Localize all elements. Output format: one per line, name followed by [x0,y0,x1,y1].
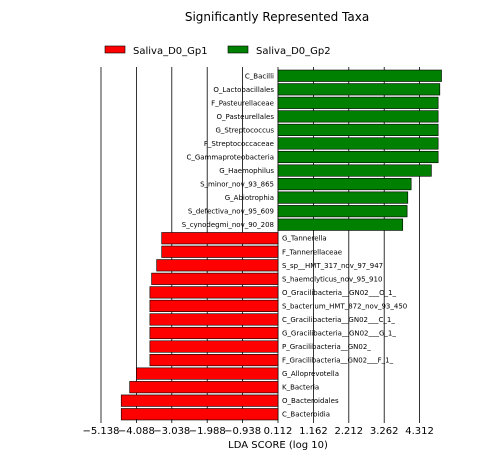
bar-label: F_Gracilibacteria__GN02___F_1_ [282,357,394,365]
bar [149,354,279,367]
legend-swatch [227,45,249,54]
bar-label: F_Streptococcaceae [204,140,274,148]
bar [277,178,412,191]
bar-label: S_minor_nov_93_865 [200,181,274,189]
bar-label: S_bacterium_HMT_872_nov_93_450 [282,302,407,310]
bar [149,313,279,326]
bar-label: K_Bacteria [282,384,319,392]
bar [277,123,439,136]
bar-label: C_Gracilibacteria__GN02___C_1_ [282,316,395,324]
bar [149,326,279,340]
bar [277,218,404,231]
bar-label: C_Bacteroidia [282,411,330,419]
x-tick-label: −3.038 [153,426,190,437]
bar [277,137,439,150]
bar [136,367,279,380]
bar-label: S_haemolyticus_nov_95_910 [282,275,382,283]
bar-label: C_Bacilli [245,72,274,80]
bar-label: G_Tannerella [282,235,327,243]
x-tick-label: −4.088 [118,426,155,437]
x-tick-label: −1.988 [189,426,226,437]
bar-label: F_Pasteurellaceae [211,99,274,107]
bar [277,83,441,96]
bar [161,232,279,245]
bar-label: G_Abiotrophia [225,194,274,202]
bar [277,191,409,204]
legend-label: Saliva_D0_Gp2 [256,46,331,57]
x-tick-label: 3.262 [370,426,399,437]
bar-label: S_cynodegmi_nov_90_208 [182,221,274,229]
x-axis-label: LDA SCORE (log 10) [228,440,328,451]
legend-label: Saliva_D0_Gp1 [133,46,208,57]
bar-label: F_Tannerellaceae [282,248,342,256]
bar-label: G_Gracilibacteria__GN02___G_1_ [282,330,396,338]
x-tick-label: 1.162 [299,426,328,437]
bar [277,164,432,177]
x-tick-label: 4.312 [405,426,434,437]
legend-swatch [104,45,126,54]
x-tick-label: −5.138 [82,426,119,437]
bar [120,408,279,421]
bar-label: G_Alloprevotella [282,370,339,378]
bar-label: G_Streptococcus [215,126,274,134]
bar [149,299,279,312]
x-tick-label: 2.212 [334,426,363,437]
bar [277,110,439,123]
bar [277,150,439,164]
bar [120,394,279,407]
bar [151,272,279,285]
bar-label: S_sp__HMT_317_nov_97_947 [282,262,383,270]
bar [277,96,439,109]
x-tick-label: 0.112 [264,426,293,437]
x-axis-ticks: −5.138−4.088−3.038−1.988−0.938 0.112 1.162… [82,419,434,437]
chart-title: Significantly Represented Taxa [185,10,369,24]
bar-label: O_Lactobacillales [213,86,274,94]
bar-label: S_defectiva_nov_95_609 [188,208,274,216]
bar-label: O_Pasteurellales [217,113,275,121]
bar-label: O_Gracilibacteria__GN02___O_1_ [282,289,397,297]
x-tick-label: −0.938 [224,426,261,437]
bar [277,205,408,218]
bar [149,286,279,299]
bar-label: G_Haemophilus [219,167,274,175]
bar-labels: C_Bacilli O_Lactobacillales F_Pasteurellac… [182,72,407,418]
bar-label: P_Gracilibacteria__GN02_ [282,343,371,351]
bar-label: O_Bacteroidales [282,397,339,405]
bar [149,340,279,353]
bar [161,245,279,258]
bar [129,381,279,394]
legend: Saliva_D0_Gp1 Saliva_D0_Gp2 [104,45,331,57]
bar-label: C_Gammaproteobacteria [186,154,274,162]
bar [277,69,442,82]
bars [120,69,442,421]
bar [156,259,279,272]
